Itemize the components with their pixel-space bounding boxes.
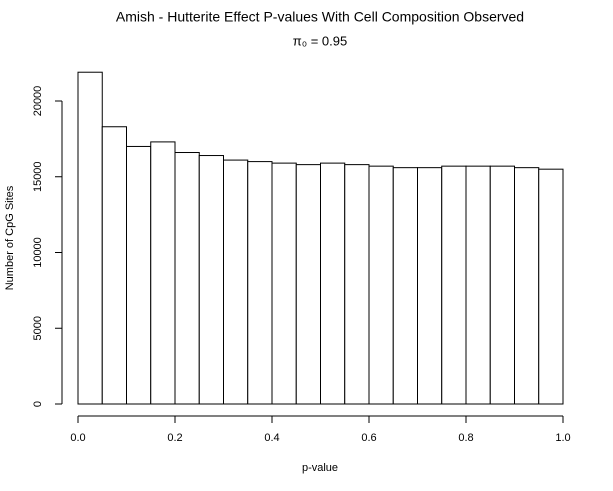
x-tick-label: 0.4 xyxy=(264,432,279,444)
y-tick-label: 10000 xyxy=(32,237,44,268)
bar xyxy=(392,167,418,405)
bar xyxy=(514,167,540,405)
x-axis-label: p-value xyxy=(302,462,338,474)
chart-title: Amish - Hutterite Effect P-values With C… xyxy=(116,9,524,25)
bar xyxy=(150,141,176,405)
y-tick-label: 0 xyxy=(32,401,44,407)
bar xyxy=(198,155,224,405)
bar xyxy=(465,165,491,405)
bar xyxy=(126,145,152,405)
x-tick-label: 0.2 xyxy=(167,432,182,444)
bar xyxy=(344,164,370,405)
bar xyxy=(223,159,249,405)
bar xyxy=(77,71,103,405)
bar xyxy=(489,165,515,405)
y-tick-label: 20000 xyxy=(32,86,44,117)
x-tick-label: 0.6 xyxy=(361,432,376,444)
x-tick-label: 1.0 xyxy=(555,432,570,444)
y-tick-label: 15000 xyxy=(32,161,44,192)
x-tick-label: 0.8 xyxy=(458,432,473,444)
y-tick-label: 5000 xyxy=(32,316,44,340)
x-tick-label: 0.0 xyxy=(70,432,85,444)
bar xyxy=(368,165,394,405)
bar xyxy=(174,152,200,405)
bar xyxy=(271,162,297,405)
bar xyxy=(247,161,273,405)
bar xyxy=(101,126,127,405)
bar xyxy=(295,164,321,405)
y-axis-label: Number of CpG Sites xyxy=(4,185,16,290)
chart-subtitle: π₀ = 0.95 xyxy=(293,33,347,48)
bar xyxy=(320,162,346,405)
bar xyxy=(441,165,467,405)
bar xyxy=(417,167,443,405)
bar xyxy=(538,168,564,405)
